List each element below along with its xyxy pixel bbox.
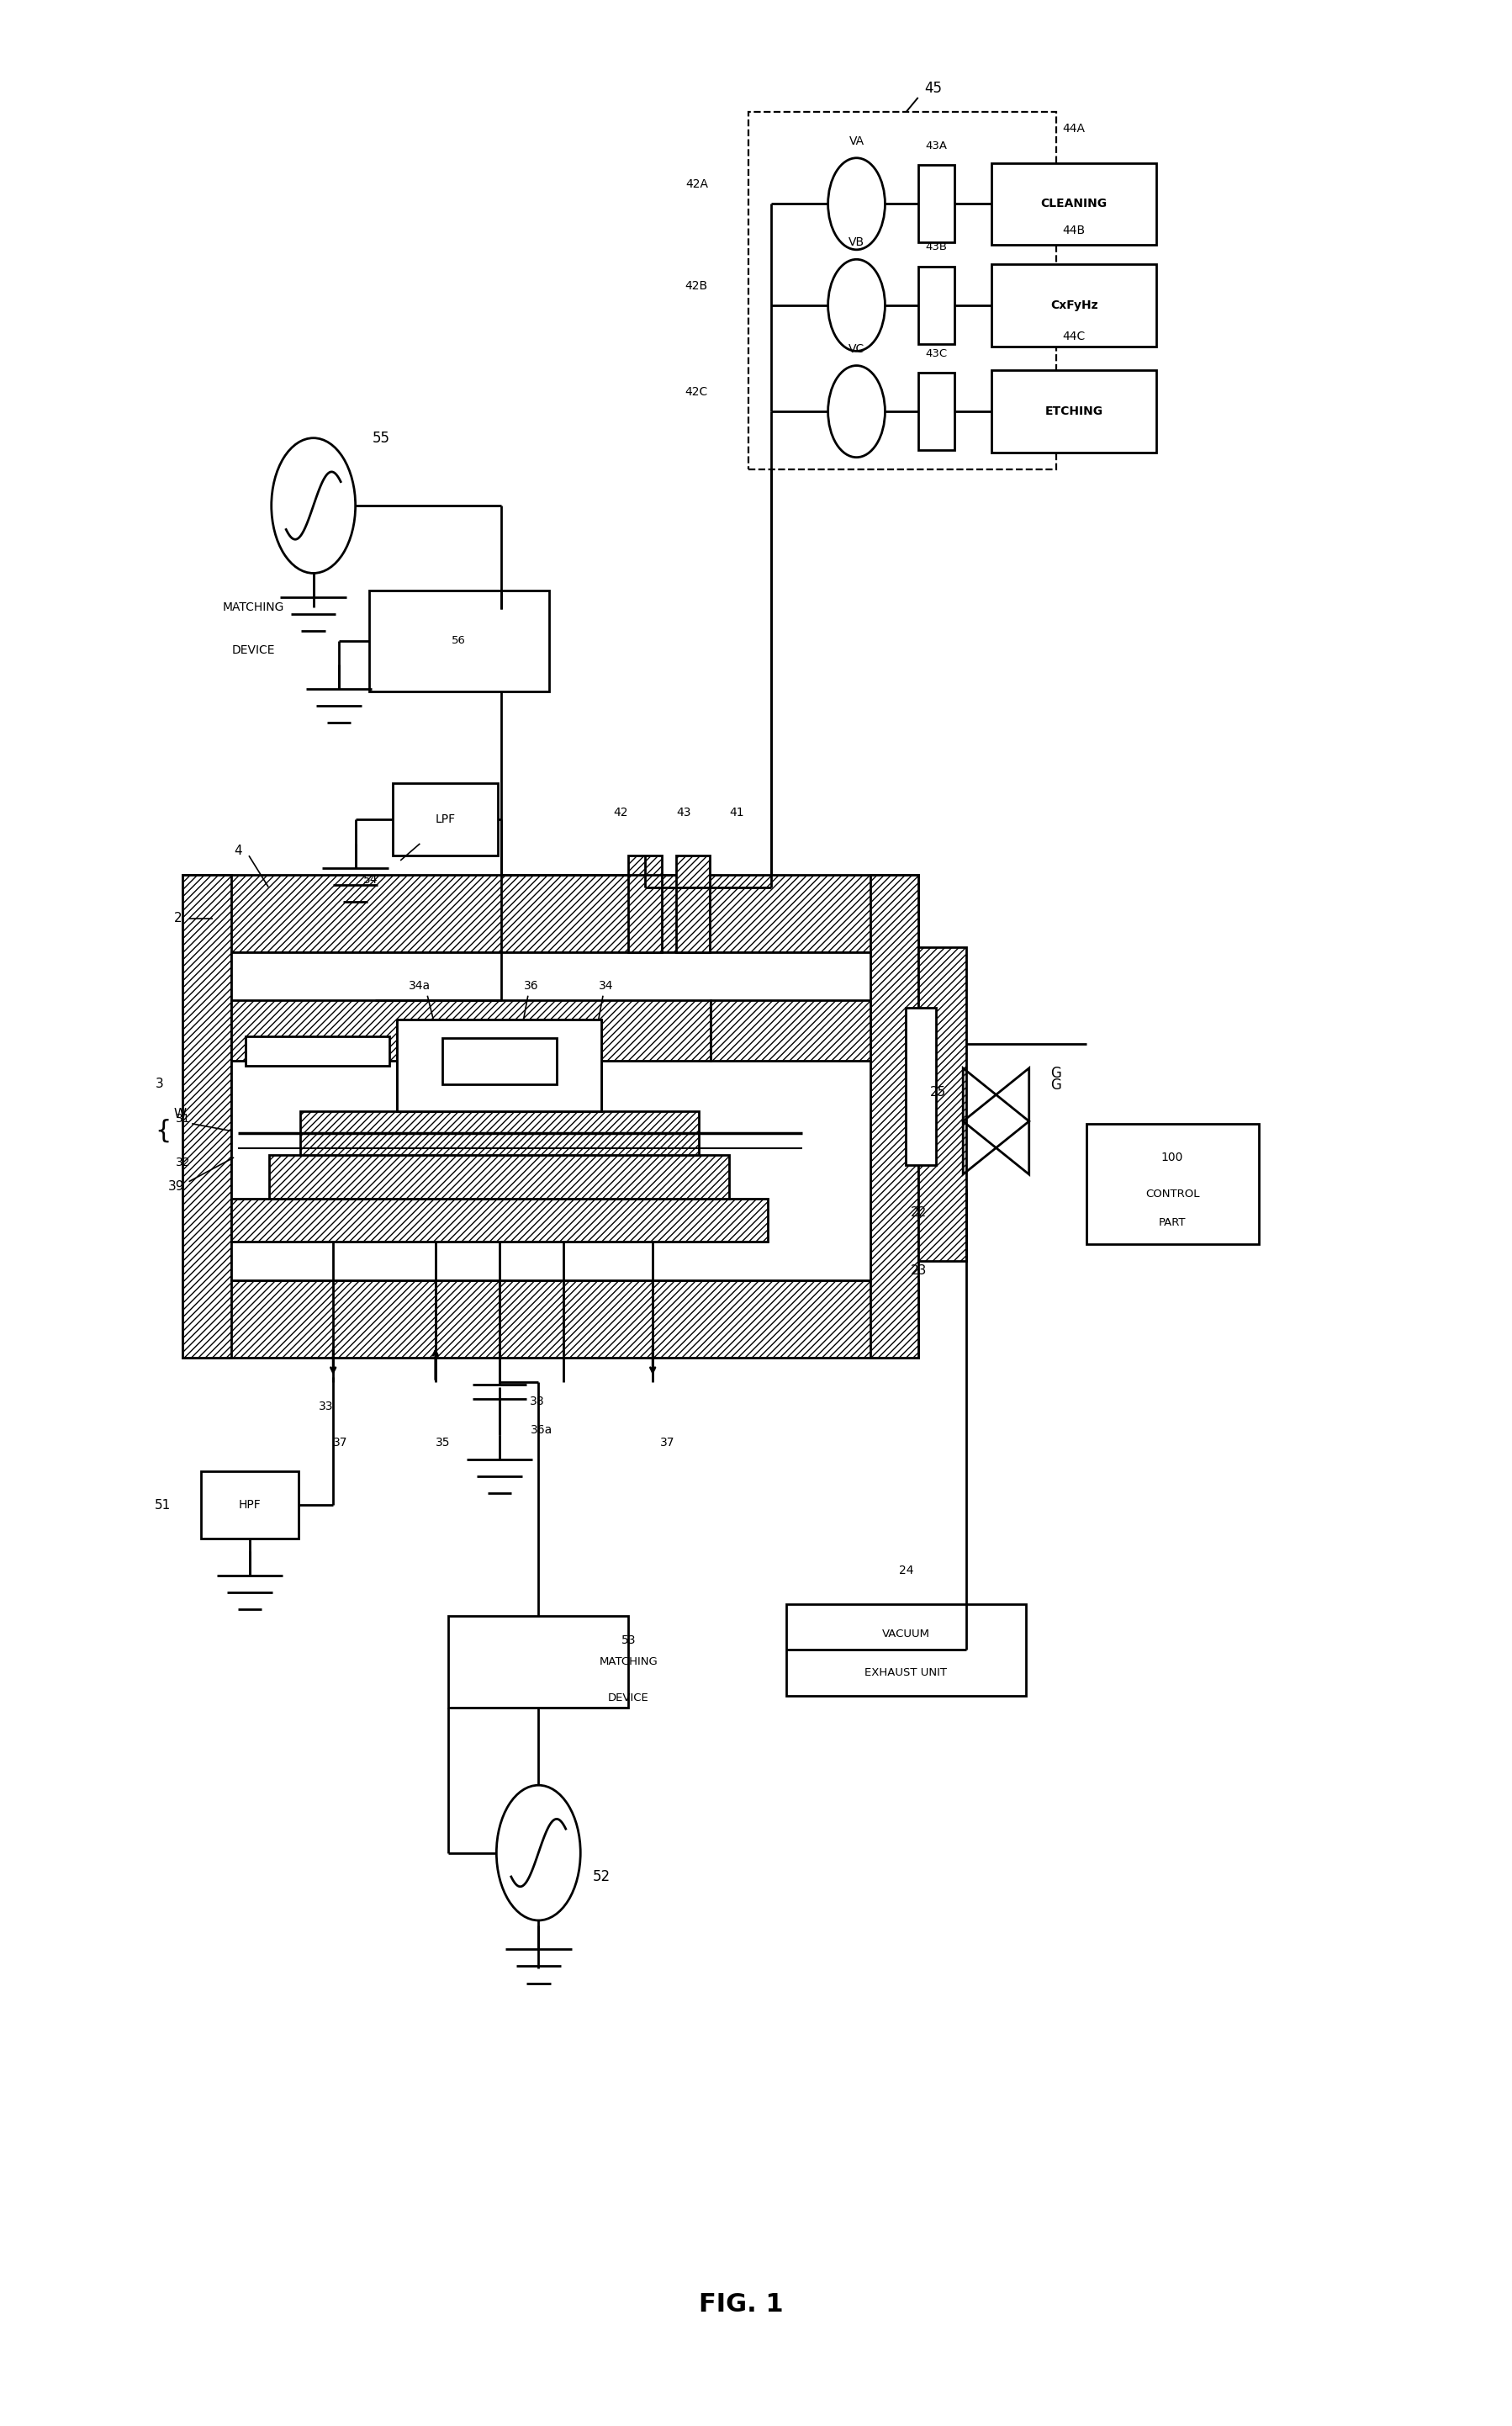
Text: 54: 54 (363, 873, 378, 885)
Bar (246, 1036, 390, 1065)
Text: 100: 100 (1161, 1152, 1184, 1164)
Text: 36: 36 (523, 980, 538, 992)
Text: 53: 53 (621, 1635, 637, 1647)
Bar (748, 112, 1055, 468)
Text: 42B: 42B (685, 279, 708, 291)
Bar (449, 1616, 629, 1708)
Text: LPF: LPF (435, 813, 455, 825)
Text: CLEANING: CLEANING (1040, 199, 1107, 209)
Bar (992, 371, 1157, 454)
Bar (299, 1111, 699, 1155)
Text: 2: 2 (174, 912, 181, 924)
Text: 22: 22 (910, 1206, 927, 1220)
Text: FIG. 1: FIG. 1 (699, 2293, 783, 2317)
Bar (231, 1198, 768, 1242)
Bar (398, 1019, 602, 1111)
Text: 4: 4 (234, 844, 242, 856)
Bar (992, 163, 1157, 245)
Bar (869, 876, 918, 1359)
Bar (992, 264, 1157, 347)
Text: 3: 3 (156, 1077, 163, 1089)
Text: 23: 23 (910, 1264, 927, 1276)
Text: 39: 39 (168, 1179, 184, 1194)
Text: 37: 37 (661, 1436, 674, 1448)
Text: 24: 24 (898, 1565, 913, 1577)
Bar (918, 165, 954, 243)
Circle shape (496, 1786, 581, 1921)
Bar (269, 1155, 729, 1198)
Text: DEVICE: DEVICE (231, 645, 275, 657)
Text: 34: 34 (599, 980, 614, 992)
Text: 32: 32 (175, 1157, 191, 1169)
Bar (918, 949, 966, 1262)
Bar (183, 876, 231, 1359)
Text: ETCHING: ETCHING (1045, 405, 1104, 417)
Bar (629, 856, 661, 953)
Text: 44A: 44A (1063, 124, 1086, 136)
Text: W: W (174, 1109, 186, 1121)
Text: 35: 35 (435, 1436, 451, 1448)
Bar (918, 267, 954, 344)
Bar (398, 1019, 602, 1111)
Text: MATCHING: MATCHING (599, 1657, 658, 1667)
Bar (711, 1000, 869, 1060)
Text: 42: 42 (614, 805, 629, 818)
Text: 43C: 43C (925, 347, 947, 359)
Circle shape (829, 260, 885, 352)
Text: CxFyHz: CxFyHz (1051, 298, 1098, 311)
Text: VB: VB (848, 238, 865, 247)
Text: 43A: 43A (925, 141, 947, 150)
Circle shape (829, 158, 885, 250)
Circle shape (829, 366, 885, 459)
Text: VC: VC (848, 342, 865, 354)
Bar (443, 1038, 556, 1084)
Text: 37: 37 (333, 1436, 348, 1448)
Text: 51: 51 (154, 1499, 171, 1511)
Text: 45: 45 (924, 80, 942, 95)
Text: VA: VA (848, 136, 865, 148)
Text: {: { (156, 1118, 171, 1143)
Text: 41: 41 (729, 805, 744, 818)
Text: 33: 33 (319, 1400, 333, 1412)
Text: G: G (1051, 1065, 1061, 1080)
Bar (786, 1604, 1027, 1696)
Bar (201, 1470, 298, 1538)
Bar (1086, 1123, 1258, 1245)
Bar (918, 374, 954, 451)
Text: HPF: HPF (239, 1499, 262, 1511)
Text: 43B: 43B (925, 243, 947, 252)
Text: 42A: 42A (685, 180, 708, 189)
Text: 43: 43 (677, 805, 691, 818)
Text: 55: 55 (372, 429, 390, 446)
Text: CONTROL: CONTROL (1145, 1189, 1199, 1198)
Bar (231, 1000, 711, 1060)
Bar (231, 953, 869, 1281)
Text: 31: 31 (175, 1114, 191, 1126)
Text: 25: 25 (930, 1087, 947, 1099)
Bar (183, 876, 918, 953)
Text: 38: 38 (529, 1395, 544, 1407)
Text: DEVICE: DEVICE (608, 1693, 649, 1703)
Text: 42C: 42C (685, 386, 708, 398)
Circle shape (271, 439, 355, 573)
Text: MATCHING: MATCHING (222, 602, 284, 614)
Text: G: G (1051, 1077, 1061, 1092)
Text: EXHAUST UNIT: EXHAUST UNIT (865, 1667, 947, 1679)
Text: PART: PART (1158, 1218, 1185, 1228)
Bar (183, 1281, 918, 1359)
Text: 44C: 44C (1063, 330, 1086, 342)
Text: 44B: 44B (1063, 226, 1086, 235)
Bar (906, 1007, 936, 1164)
Text: VACUUM: VACUUM (881, 1628, 930, 1640)
Text: 34a: 34a (408, 980, 431, 992)
Text: 36a: 36a (531, 1424, 552, 1436)
Bar (393, 784, 497, 856)
Bar (676, 856, 709, 953)
Bar (369, 590, 549, 691)
Text: 56: 56 (452, 636, 466, 645)
Text: 52: 52 (593, 1870, 611, 1885)
